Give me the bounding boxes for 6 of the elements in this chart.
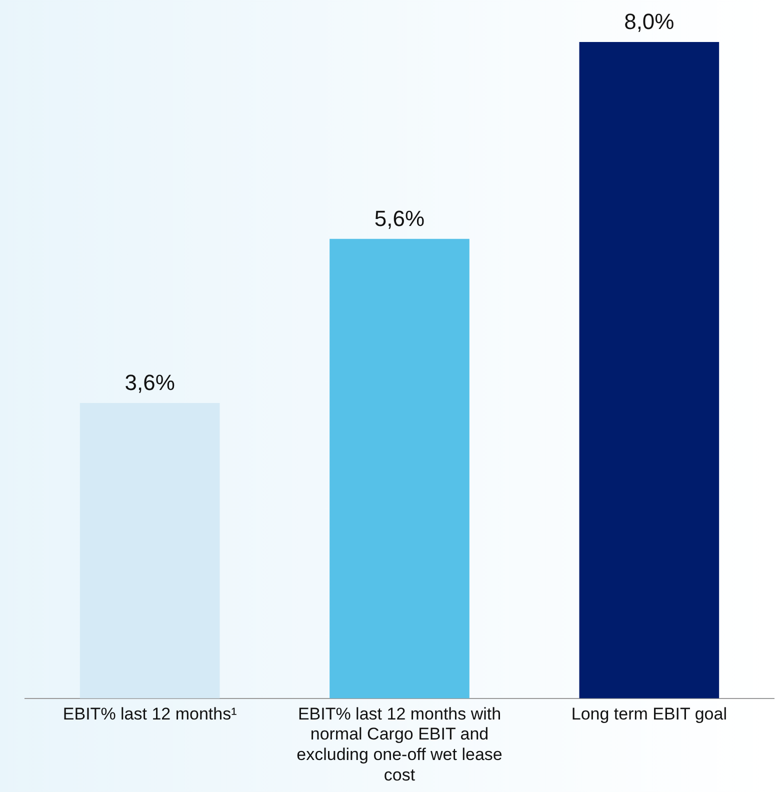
data-label: 3,6% (124, 370, 175, 396)
x-tick-label: Long term EBIT goal (571, 704, 727, 724)
x-tick-label: EBIT% last 12 months with normal Cargo EBIT and excluding one-off wet lease cost (296, 704, 502, 784)
data-label: 5,6% (374, 206, 425, 231)
data-label: 8,0% (624, 9, 674, 34)
x-tick-label: EBIT% last 12 months¹ (62, 704, 238, 724)
